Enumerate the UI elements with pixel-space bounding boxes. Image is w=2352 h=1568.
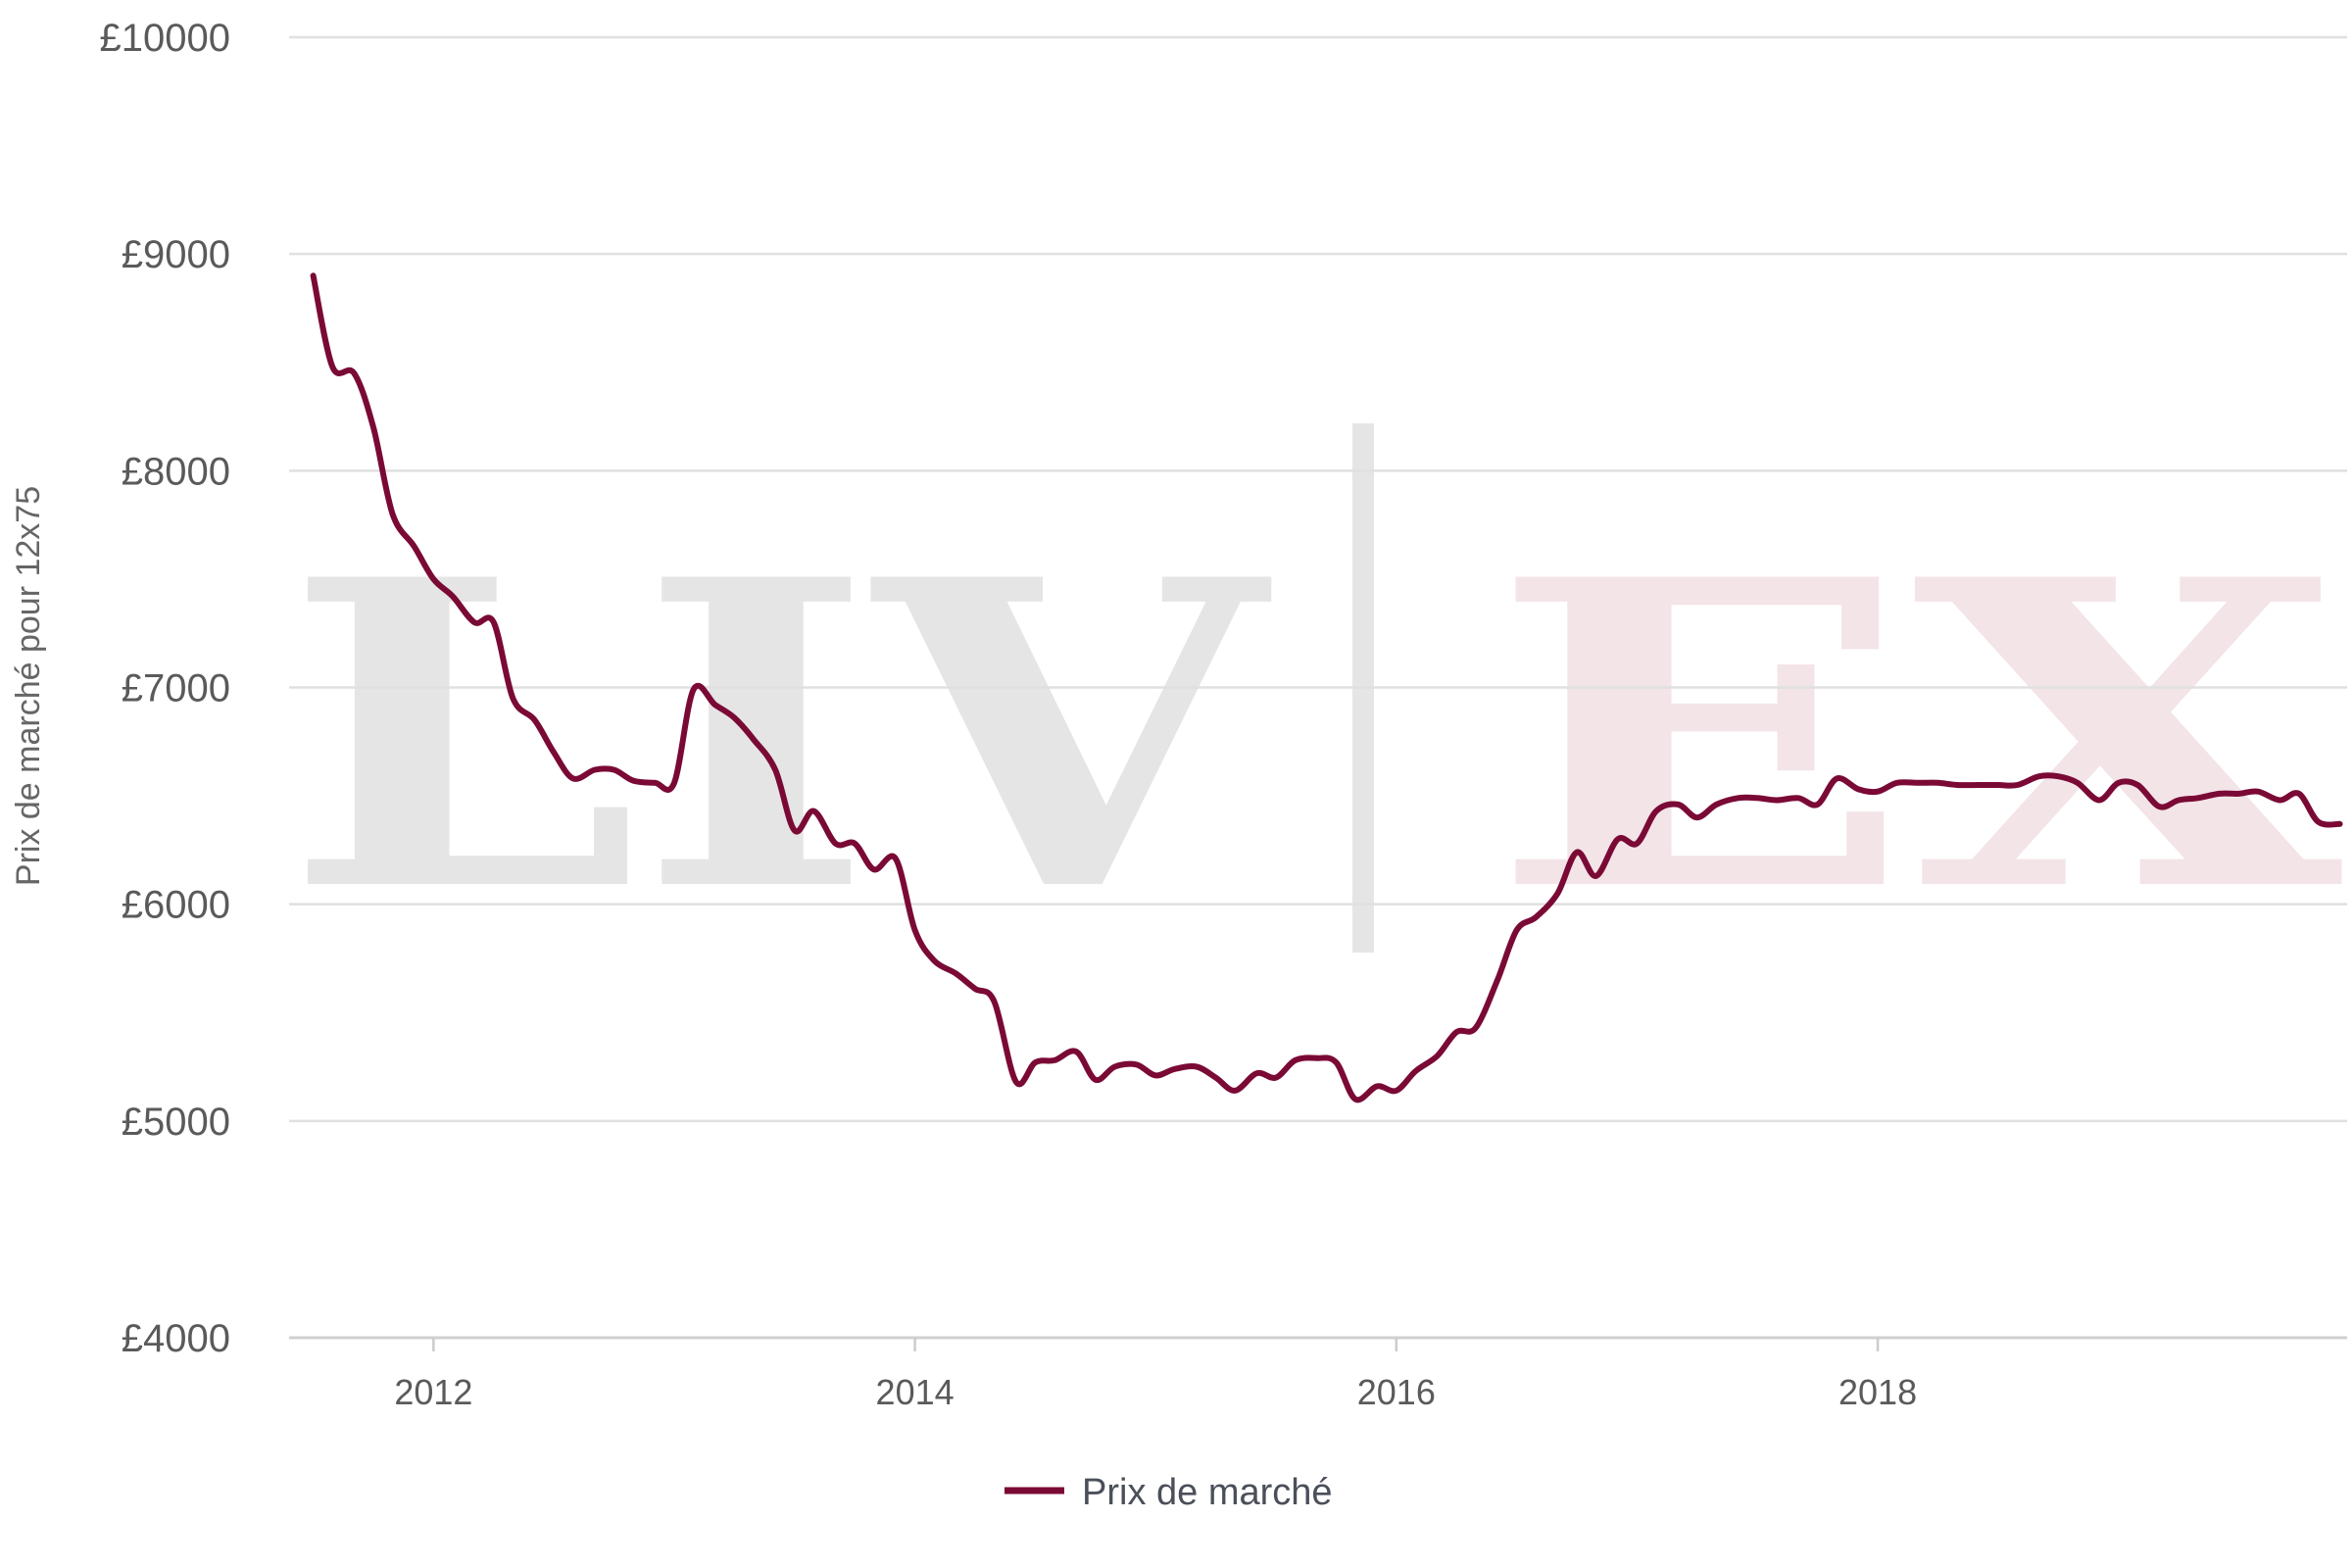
legend[interactable]: Prix de marché — [1004, 1472, 1333, 1513]
grid-lines — [289, 35, 2347, 1340]
y-tick-label: £10000 — [100, 17, 230, 60]
watermark-right: EX — [1490, 489, 2345, 984]
y-tick-label: £6000 — [122, 884, 230, 927]
y-tick-label: £5000 — [122, 1101, 230, 1144]
watermark: LIV EX — [284, 423, 2345, 984]
x-axis-ticks: 2012 2014 2016 2018 — [394, 1338, 1917, 1412]
y-axis-title: Prix de marché pour 12x75 — [10, 486, 47, 886]
x-tick-label: 2014 — [876, 1372, 955, 1412]
series-group — [310, 272, 2343, 1103]
y-axis-ticks: £4000 £5000 £6000 £7000 £8000 £9000 £10000 — [100, 17, 230, 1360]
y-tick-label: £7000 — [122, 667, 230, 710]
x-tick-label: 2018 — [1838, 1372, 1917, 1412]
legend-label[interactable]: Prix de marché — [1082, 1472, 1333, 1513]
x-tick-label: 2016 — [1357, 1372, 1436, 1412]
y-tick-label: £9000 — [122, 233, 230, 276]
series-line — [310, 272, 2343, 1103]
y-tick-label: £4000 — [122, 1317, 230, 1360]
x-tick-label: 2012 — [394, 1372, 472, 1412]
y-tick-label: £8000 — [122, 450, 230, 493]
watermark-left: LIV — [284, 489, 1275, 984]
